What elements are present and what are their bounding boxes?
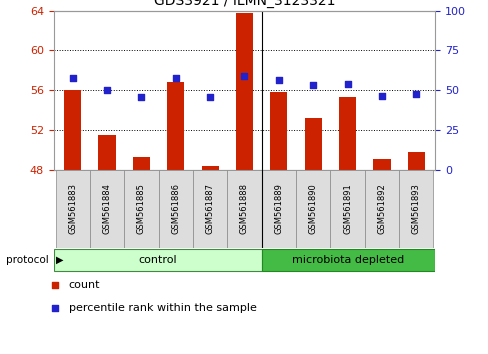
Bar <box>98 135 115 170</box>
Title: GDS3921 / ILMN_3123321: GDS3921 / ILMN_3123321 <box>153 0 335 8</box>
Bar <box>193 170 227 248</box>
Bar <box>407 152 424 170</box>
Bar <box>124 170 158 248</box>
Bar <box>227 170 261 248</box>
Bar <box>270 92 287 170</box>
Point <box>274 77 282 83</box>
Bar <box>338 97 355 170</box>
Bar <box>235 13 253 170</box>
Bar <box>90 170 124 248</box>
Bar <box>56 170 90 248</box>
Bar <box>133 157 150 170</box>
Bar <box>295 170 330 248</box>
Text: GSM561886: GSM561886 <box>171 183 180 234</box>
Text: count: count <box>69 280 100 291</box>
Bar <box>330 170 364 248</box>
Text: GSM561887: GSM561887 <box>205 183 214 234</box>
Text: GSM561885: GSM561885 <box>137 183 145 234</box>
Text: GSM561884: GSM561884 <box>102 183 111 234</box>
Bar <box>167 82 184 170</box>
Bar <box>304 118 321 170</box>
Bar <box>261 249 434 271</box>
Point <box>343 81 351 87</box>
Bar <box>398 170 432 248</box>
Bar <box>201 166 218 170</box>
Text: GSM561890: GSM561890 <box>308 183 317 234</box>
Bar <box>261 170 295 248</box>
Bar <box>54 249 261 271</box>
Text: ▶: ▶ <box>56 255 63 265</box>
Point <box>240 73 248 79</box>
Point <box>103 87 111 93</box>
Text: GSM561883: GSM561883 <box>68 183 77 234</box>
Point <box>411 91 419 97</box>
Text: GSM561892: GSM561892 <box>377 183 386 234</box>
Text: GSM561891: GSM561891 <box>343 183 351 234</box>
Point <box>377 93 385 99</box>
Point <box>206 95 214 100</box>
Bar <box>364 170 398 248</box>
Text: protocol: protocol <box>6 255 49 265</box>
Point <box>69 75 77 81</box>
Point <box>137 94 145 99</box>
Text: percentile rank within the sample: percentile rank within the sample <box>69 303 256 314</box>
Text: GSM561888: GSM561888 <box>240 183 248 234</box>
Point <box>51 306 59 311</box>
Text: GSM561893: GSM561893 <box>411 183 420 234</box>
Point <box>171 75 179 81</box>
Text: GSM561889: GSM561889 <box>274 183 283 234</box>
Point <box>51 282 59 288</box>
Bar <box>158 170 193 248</box>
Point <box>309 82 317 88</box>
Text: microbiota depleted: microbiota depleted <box>292 255 404 265</box>
Bar <box>373 159 390 170</box>
Bar <box>64 90 81 170</box>
Text: control: control <box>138 255 177 265</box>
